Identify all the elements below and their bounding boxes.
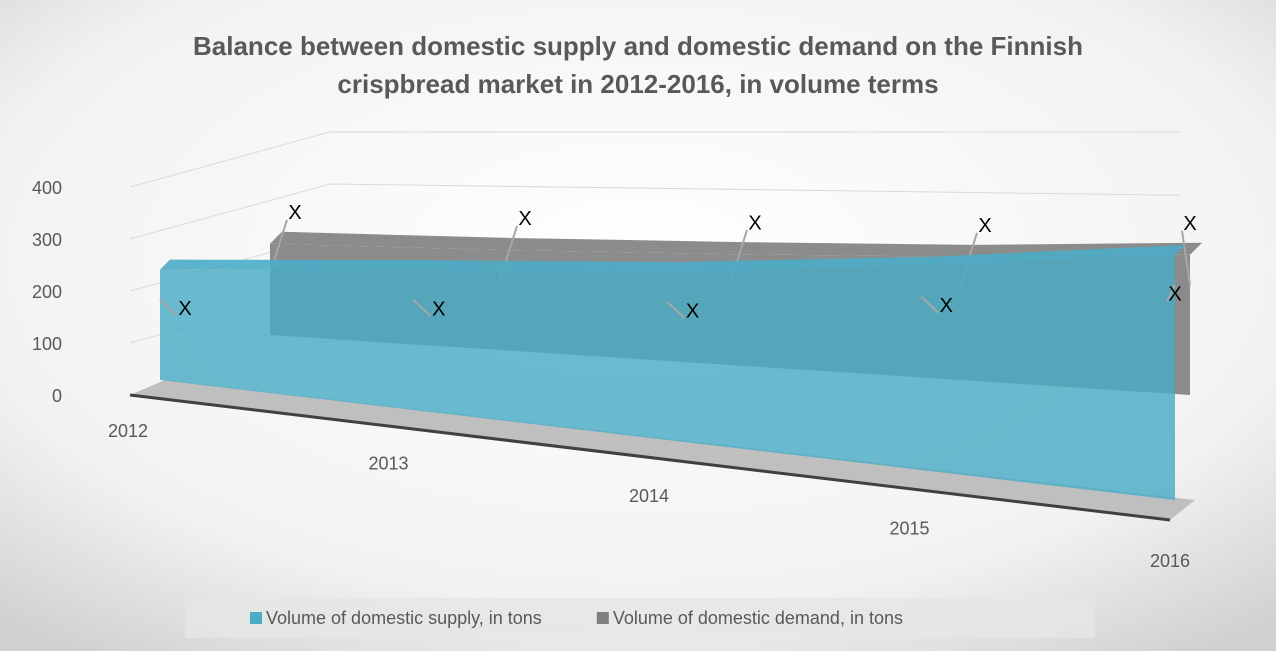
data-label: X xyxy=(748,212,761,234)
legend-label: Volume of domestic supply, in tons xyxy=(266,608,542,628)
data-label: X xyxy=(940,295,953,317)
x-tick-label: 2012 xyxy=(108,421,148,441)
data-label: X xyxy=(518,208,531,230)
data-label: X xyxy=(978,215,991,237)
data-label: X xyxy=(432,298,445,320)
data-label: X xyxy=(686,300,699,322)
grid-line xyxy=(129,131,1180,188)
y-tick-label: 300 xyxy=(32,230,62,250)
data-label: X xyxy=(1168,283,1181,305)
area-top xyxy=(270,231,1202,257)
y-tick-label: 0 xyxy=(52,386,62,406)
leader-line xyxy=(1181,230,1191,285)
legend-label: Volume of domestic demand, in tons xyxy=(613,608,903,628)
leader-line xyxy=(413,299,432,317)
floor xyxy=(130,380,1195,520)
y-tick-label: 200 xyxy=(32,282,62,302)
y-tick-label: 400 xyxy=(32,178,62,198)
legend-swatch xyxy=(250,612,262,624)
area-top xyxy=(160,245,1185,273)
grid-line xyxy=(129,183,1181,240)
legend-box xyxy=(185,598,1095,638)
leader-line xyxy=(666,301,686,319)
x-tick-label: 2014 xyxy=(629,486,669,506)
data-label: X xyxy=(1183,213,1196,235)
chart-title: Balance between domestic supply and dome… xyxy=(193,31,1083,99)
x-tick-label: 2013 xyxy=(368,453,408,473)
area xyxy=(160,255,1175,500)
x-tick-label: 2016 xyxy=(1150,551,1190,571)
legend-swatch xyxy=(596,612,609,624)
chart-title: Balance between domestic supply and dome… xyxy=(193,31,1083,99)
data-label: X xyxy=(288,202,301,224)
floor-edge xyxy=(129,393,1171,522)
leader-line xyxy=(1166,284,1176,302)
leader-line xyxy=(920,295,939,314)
x-tick-label: 2015 xyxy=(889,518,929,538)
y-tick-label: 100 xyxy=(32,334,62,354)
data-label: X xyxy=(178,298,191,320)
leader-line xyxy=(159,298,178,317)
plot: 0 100 200 300 400 X X X X X X X X X X 2012 2013 2014 2015 2… xyxy=(32,131,1202,571)
